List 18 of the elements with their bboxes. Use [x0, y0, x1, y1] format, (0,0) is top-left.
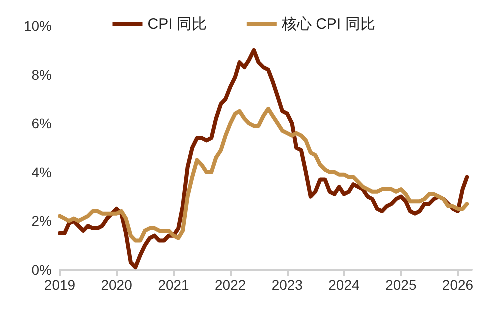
- legend-label: 核心 CPI 同比: [280, 16, 376, 33]
- y-tick-label: 8%: [32, 66, 52, 83]
- legend-label: CPI 同比: [148, 16, 207, 33]
- y-tick-label: 10%: [24, 18, 52, 34]
- y-tick-label: 0%: [32, 262, 52, 278]
- y-tick-label: 2%: [32, 213, 52, 230]
- line-series: [58, 106, 470, 243]
- x-tick-label: 2024: [328, 277, 360, 293]
- x-tick-label: 2023: [272, 277, 304, 293]
- x-tick-label: 2022: [215, 277, 246, 293]
- x-tick-label: 2019: [44, 277, 76, 293]
- y-tick-label: 6%: [32, 116, 52, 132]
- x-tick-label: 2021: [158, 277, 190, 293]
- x-tick-label: 2020: [101, 277, 133, 293]
- line-series: [58, 48, 470, 270]
- x-tick-label: 2026: [442, 277, 474, 293]
- y-tick-label: 4%: [32, 164, 52, 180]
- x-tick-label: 2025: [386, 277, 417, 293]
